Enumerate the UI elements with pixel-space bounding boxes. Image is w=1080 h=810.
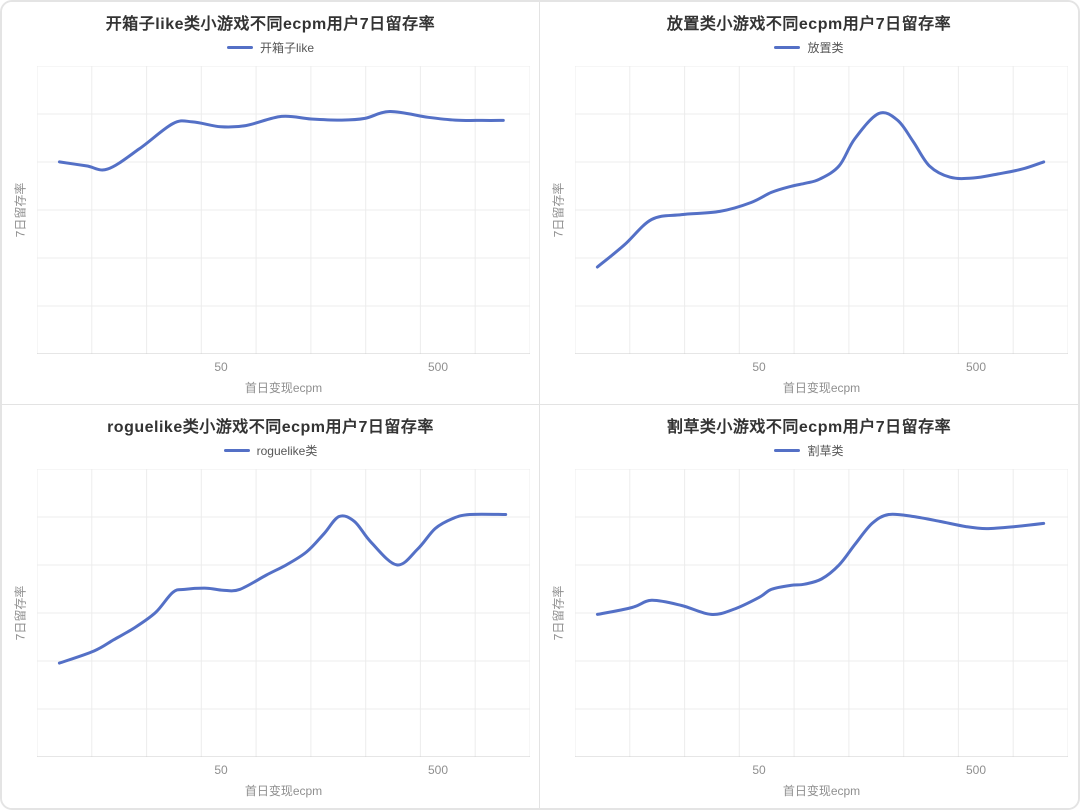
chart-panel: roguelike类小游戏不同ecpm用户7日留存率 roguelike类 7日… [2,405,540,808]
x-tick-label: 50 [214,360,228,374]
plot-area: 50 500 [575,469,1068,777]
line-chart-svg[interactable] [575,66,1068,354]
x-tick-label: 500 [965,360,987,374]
chart-title: 割草类小游戏不同ecpm用户7日留存率 [666,419,952,436]
legend-line-swatch [774,448,801,452]
legend-line-swatch [223,448,250,452]
series-line [595,512,1046,617]
x-axis-label: 首日变现ecpm [782,784,861,798]
legend-label: 开箱子like [259,40,314,55]
legend-item[interactable]: roguelike类 [2,442,539,458]
x-axis-label: 首日变现ecpm [782,381,861,395]
line-chart-svg[interactable] [37,66,530,354]
chart-panel: 放置类小游戏不同ecpm用户7日留存率 放置类 7日留存率 50 500 首日变现… [540,2,1078,405]
x-axis-label: 首日变现ecpm [244,381,323,395]
chart-title: roguelike类小游戏不同ecpm用户7日留存率 [107,419,434,436]
y-axis-label: 7日留存率 [551,182,566,238]
x-axis-label: 首日变现ecpm [244,784,323,798]
legend-label: roguelike类 [256,443,318,458]
x-axis-ticks: 50 500 [575,757,1068,777]
x-axis-ticks: 50 500 [37,757,530,777]
series-line [57,109,505,172]
series-line [595,111,1046,269]
x-axis-ticks: 50 500 [37,354,530,374]
x-tick-label: 500 [427,763,449,777]
series-line [57,512,508,665]
legend-label: 放置类 [807,40,844,55]
line-chart-svg[interactable] [37,469,530,757]
legend-line-swatch [226,45,253,49]
plot-area: 50 500 [37,469,530,777]
legend-item[interactable]: 开箱子like [2,39,539,55]
x-tick-label: 50 [214,763,228,777]
legend-line-swatch [774,45,801,49]
legend-item[interactable]: 放置类 [540,39,1078,55]
x-axis-ticks: 50 500 [575,354,1068,374]
y-axis-label: 7日留存率 [551,585,566,641]
chart-title: 开箱子like类小游戏不同ecpm用户7日留存率 [105,16,436,33]
x-tick-label: 500 [427,360,449,374]
y-axis-label: 7日留存率 [13,182,28,238]
x-tick-label: 500 [965,763,987,777]
chart-title: 放置类小游戏不同ecpm用户7日留存率 [666,16,952,33]
x-tick-label: 50 [752,763,766,777]
x-tick-label: 50 [752,360,766,374]
legend-label: 割草类 [807,443,844,458]
plot-area: 50 500 [37,66,530,374]
chart-panel: 割草类小游戏不同ecpm用户7日留存率 割草类 7日留存率 50 500 首日变现… [540,405,1078,808]
plot-area: 50 500 [575,66,1068,374]
legend-item[interactable]: 割草类 [540,442,1078,458]
chart-panel: 开箱子like类小游戏不同ecpm用户7日留存率 开箱子like 7日留存率 5… [2,2,540,405]
line-chart-svg[interactable] [575,469,1068,757]
y-axis-label: 7日留存率 [13,585,28,641]
